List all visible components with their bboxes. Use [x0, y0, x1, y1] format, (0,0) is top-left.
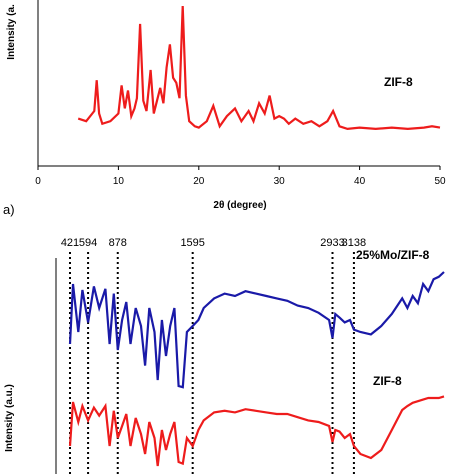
- ftir-y-axis-title: Intensity (a.u.): [4, 384, 15, 452]
- xrd-x-tick-label: 20: [193, 176, 205, 187]
- ftir-peak-label: 3138: [342, 237, 366, 249]
- ftir-series-zif8-label: ZIF-8: [373, 374, 402, 388]
- xrd-x-tick-label: 10: [113, 176, 125, 187]
- ftir-peak-label: 421: [61, 237, 79, 249]
- panel-label-a: a): [3, 202, 15, 217]
- xrd-series-label: ZIF-8: [384, 75, 413, 89]
- xrd-series-line: [77, 5, 441, 131]
- ftir-peak-label: 1595: [180, 237, 204, 249]
- ftir-series-mo-line: [68, 271, 445, 389]
- xrd-panel: 0 10 20 30 40 50 ZIF-8 2θ (degree) Intensity …: [3, 0, 446, 217]
- xrd-x-tick-label: 0: [35, 176, 41, 187]
- ftir-series-mo-label: 25%Mo/ZIF-8: [356, 248, 430, 262]
- ftir-peak-label: 878: [109, 237, 127, 249]
- xrd-x-tick-label: 40: [354, 176, 366, 187]
- xrd-y-axis-title: Intensity (a.: [6, 4, 17, 60]
- xrd-x-tick-label: 50: [434, 176, 446, 187]
- ftir-peak-label: 594: [79, 237, 97, 249]
- xrd-x-axis-title: 2θ (degree): [213, 200, 266, 211]
- ftir-peak-label: 2933: [320, 237, 344, 249]
- ftir-series-zif8-line: [68, 395, 445, 467]
- xrd-x-tick-label: 30: [274, 176, 286, 187]
